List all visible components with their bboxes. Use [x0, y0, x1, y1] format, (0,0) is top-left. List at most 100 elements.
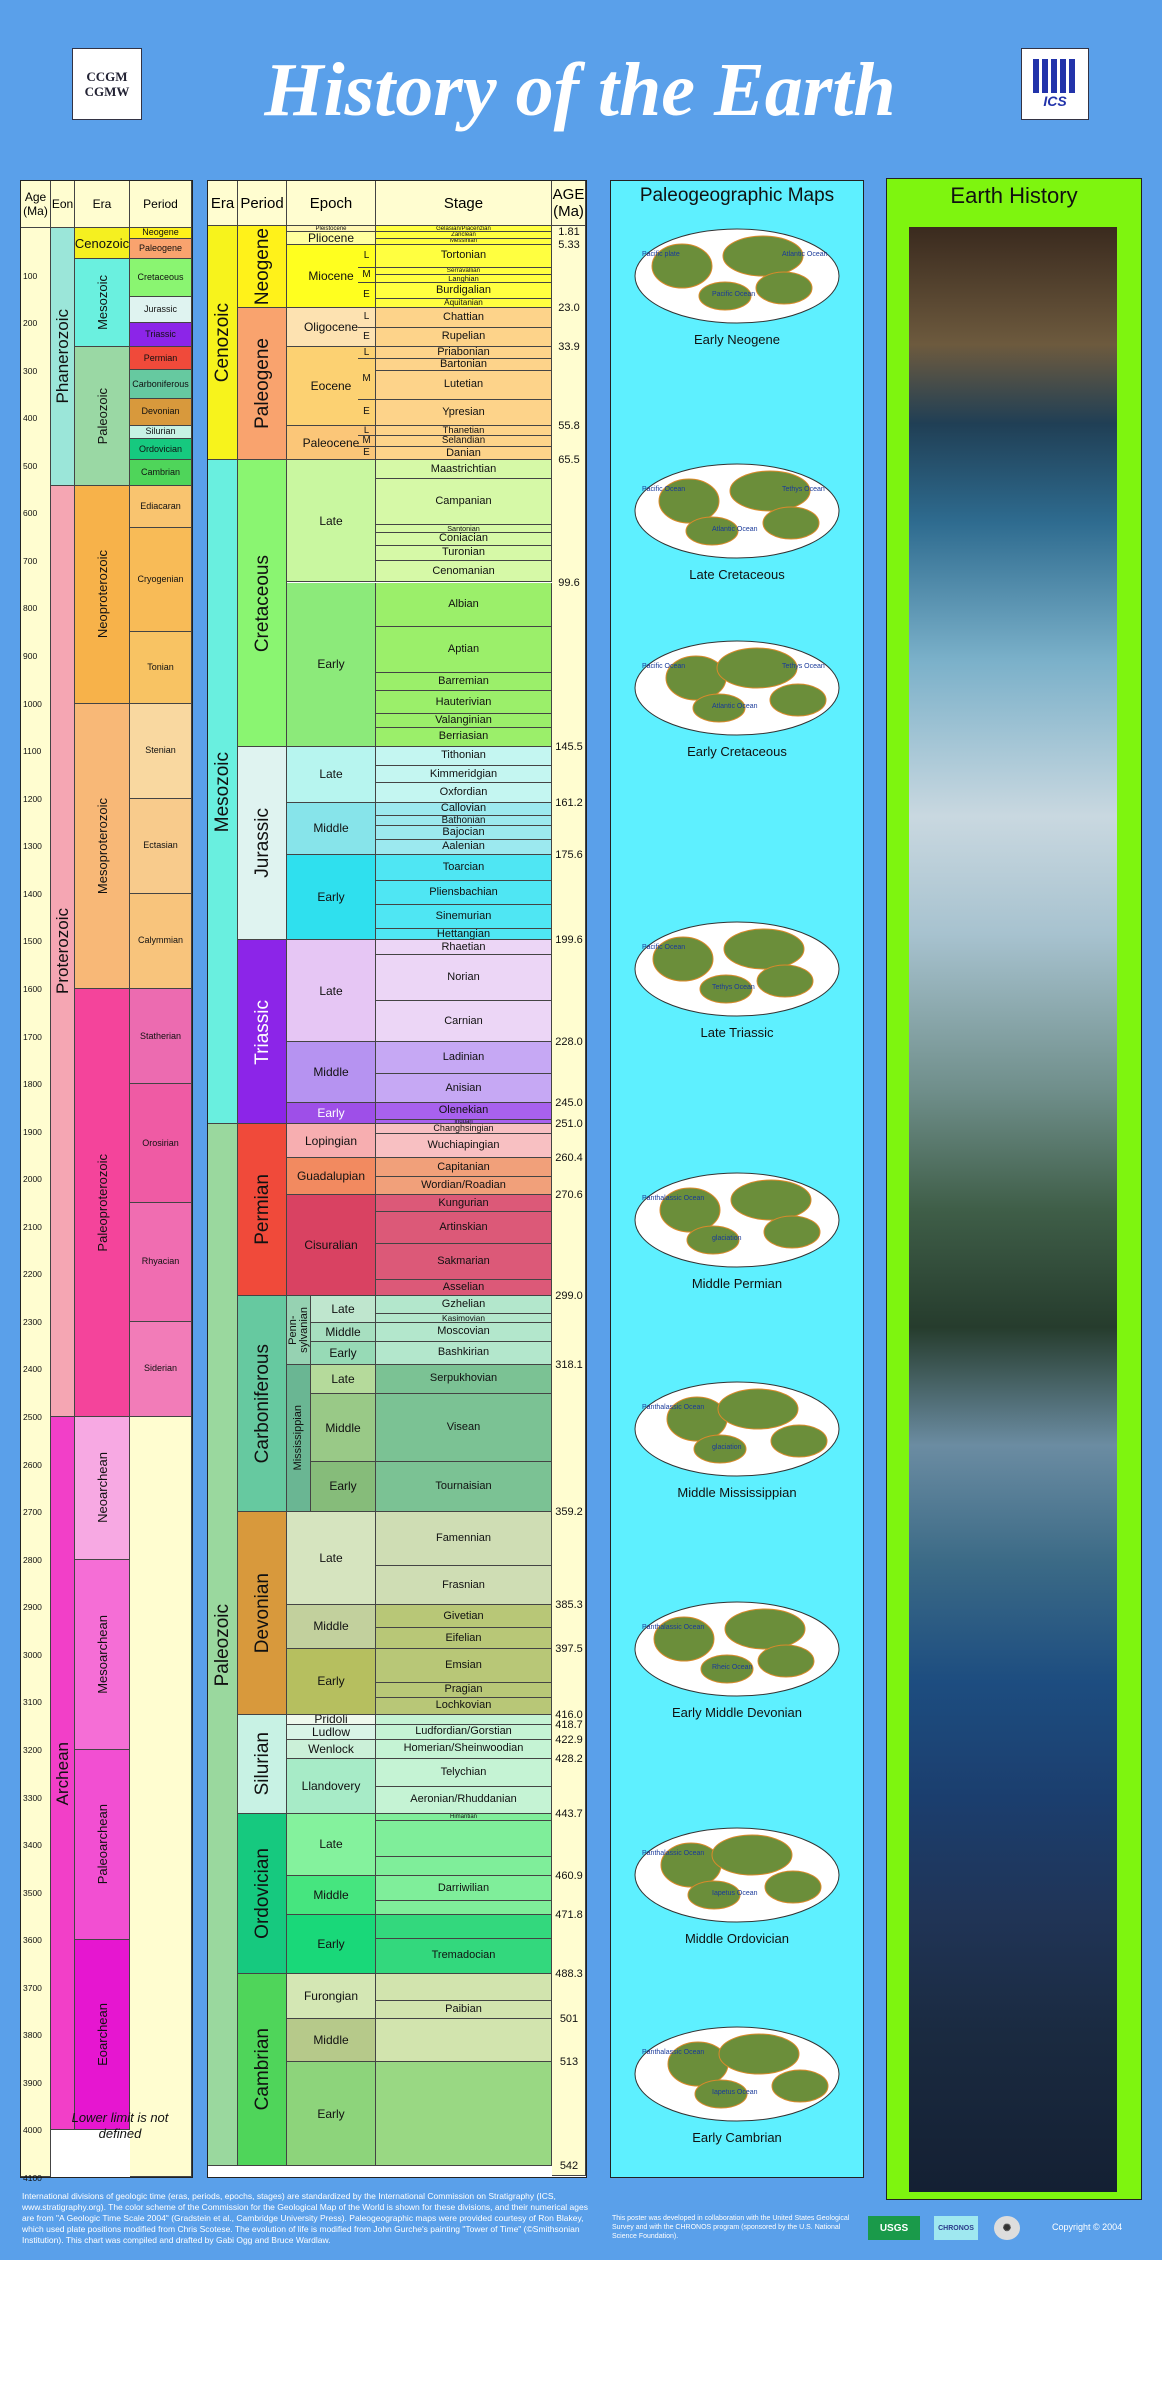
subepoch-label: E: [358, 327, 376, 348]
header-eon: Eon: [51, 181, 75, 228]
stage-label: Bathonian: [441, 815, 486, 826]
age-tick: 2800: [23, 1554, 42, 1565]
epoch-paleocene: Paleocene: [287, 425, 376, 461]
map-landmass: [769, 683, 827, 717]
stage-label: Maastrichtian: [430, 462, 497, 475]
stage-label: Capitanian: [437, 1160, 490, 1173]
stage-label: Danian: [446, 446, 481, 459]
stage-label: Carnian: [444, 1014, 483, 1027]
stage-label: Valanginian: [435, 714, 492, 727]
period-label: Devonian: [141, 406, 180, 417]
period-label: Ectasian: [143, 840, 178, 851]
stage-famennian: Famennian: [376, 1511, 552, 1567]
epoch-label: Late: [319, 983, 343, 998]
period-calymmian: Calymmian: [130, 893, 192, 989]
eon-archean: Archean: [51, 1417, 75, 2131]
period-label: Cryogenian: [137, 573, 184, 584]
stage-olenekian: Olenekian: [376, 1102, 552, 1120]
stage-albian: Albian: [376, 582, 552, 627]
stage-label: Gelasian/Piacenzian: [436, 226, 491, 232]
map-label: Atlantic Ocean: [712, 526, 758, 533]
stage-messinian: Messinian: [376, 238, 552, 246]
epoch-label: Middle: [313, 1065, 349, 1079]
epoch-label: Early: [317, 657, 345, 672]
period-ordovician: Ordovician: [238, 1814, 287, 1974]
period-tonian: Tonian: [130, 632, 192, 704]
period-carboniferous: Carboniferous: [130, 370, 192, 399]
stage-unnamed: [376, 1914, 552, 1940]
period-label: Ordovician: [251, 1848, 273, 1939]
stage-campanian: Campanian: [376, 478, 552, 525]
subepoch-label: L: [358, 245, 376, 268]
period-label: Jurassic: [143, 304, 177, 315]
stage-zanclean: Zanclean: [376, 232, 552, 239]
era-label: Mesoproterozoic: [94, 797, 110, 894]
epoch-oligocene: Oligocene: [287, 308, 376, 348]
map-label: glaciation: [712, 1444, 742, 1451]
stage-rhaetian: Rhaetian: [376, 940, 552, 955]
age-tick: 2400: [23, 1364, 42, 1375]
period-label: Cretaceous: [137, 272, 184, 283]
epoch-llandovery: Llandovery: [287, 1758, 376, 1815]
stage-kimmeridgian: Kimmeridgian: [376, 765, 552, 784]
subperiod-pennsylvanian: Penn- sylvanian: [287, 1296, 311, 1365]
epoch-late: Late: [287, 460, 376, 583]
stage-label: Hettangian: [436, 929, 491, 940]
stage-maastrichtian: Maastrichtian: [376, 460, 552, 479]
stage-paibian: Paibian: [376, 2001, 552, 2020]
stage-lutetian: Lutetian: [376, 370, 552, 400]
period-permian: Permian: [130, 347, 192, 371]
age-tick: 300: [23, 365, 38, 376]
period-label: Stenian: [145, 745, 176, 756]
stage-serravallian: Serravallian: [376, 267, 552, 275]
stage-berriasian: Berriasian: [376, 727, 552, 747]
period-label: Paleogene: [251, 338, 273, 430]
map-label: Pacific plate: [642, 251, 680, 258]
map-landmass: [717, 1388, 799, 1430]
era-label: Cenozoic: [212, 303, 233, 383]
age-column: [552, 226, 586, 2176]
stage-label: Himantian: [449, 1814, 477, 1821]
stage-label: Cenomanian: [432, 564, 495, 577]
era-eoarchean: Eoarchean: [75, 1940, 130, 2131]
age-tick: 1200: [23, 793, 42, 804]
map-landmass: [651, 243, 713, 289]
stage-label: Tremadocian: [431, 1949, 496, 1962]
period-rhyacian: Rhyacian: [130, 1203, 192, 1322]
stage-turonian: Turonian: [376, 545, 552, 561]
epoch-middle: Middle: [287, 1042, 376, 1103]
age-tick: 2300: [23, 1316, 42, 1327]
age-tick: 2600: [23, 1459, 42, 1470]
epoch-cisuralian: Cisuralian: [287, 1194, 376, 1297]
map-early-cambrian: Panthalassic Ocean Iapetus Ocean Early Cam…: [611, 2024, 863, 2145]
map-landmass: [764, 1870, 822, 1904]
epoch-late: Late: [287, 746, 376, 803]
stage-label: Priabonian: [437, 347, 490, 359]
stage-label: Frasnian: [442, 1578, 485, 1591]
period-cretaceous: Cretaceous: [130, 259, 192, 298]
stage-label: Pliensbachian: [429, 885, 498, 898]
age-tick: 1900: [23, 1126, 42, 1137]
period-cambrian: Cambrian: [130, 460, 192, 486]
epoch-late: Late: [311, 1296, 376, 1324]
map-caption: Middle Ordovician: [684, 1931, 790, 1946]
stage-label: Barremian: [438, 675, 489, 688]
period-label: Statherian: [139, 1030, 182, 1041]
stage-barremian: Barremian: [376, 673, 552, 692]
era-paleozoic: Paleozoic: [208, 1124, 238, 2166]
subepoch-label: M: [358, 359, 376, 400]
epoch-label: Pleistocene: [315, 226, 347, 232]
epoch-guadalupian: Guadalupian: [287, 1158, 376, 1195]
age-boundary-label: 175.6: [555, 848, 583, 861]
stage-label: Telychian: [440, 1765, 487, 1778]
map-landmass: [755, 271, 813, 305]
age-boundary-label: 145.5: [555, 740, 583, 753]
age-boundary-label: 359.2: [555, 1505, 583, 1518]
header-era: Era: [208, 181, 238, 226]
stage-santonian: Santonian: [376, 524, 552, 534]
phanerozoic-timescale-panel: Era Period Epoch Stage AGE (Ma) Cenozoic Mesoz…: [207, 180, 587, 2178]
stage-label: Wordian/Roadian: [421, 1178, 506, 1191]
stage-label: Rhaetian: [441, 940, 486, 953]
age-boundary-label: 422.9: [555, 1733, 583, 1746]
stage-kasimovian: Kasimovian: [376, 1313, 552, 1324]
